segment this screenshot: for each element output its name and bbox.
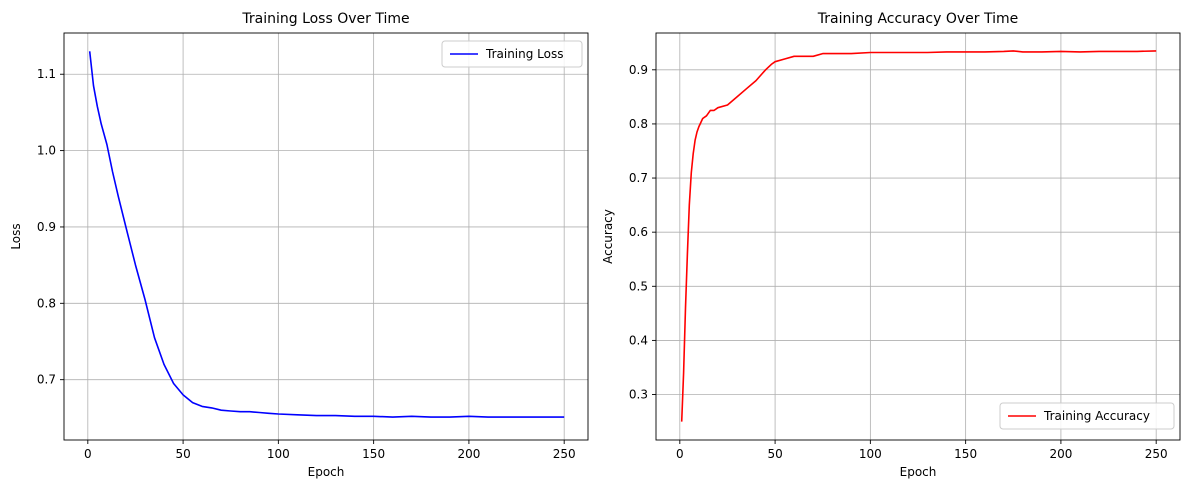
y-tick-label: 1.0 — [37, 144, 56, 158]
x-tick-label: 200 — [1049, 447, 1072, 461]
plot-frame — [655, 32, 1181, 441]
y-axis-label: Loss — [9, 223, 23, 249]
x-tick-label: 250 — [553, 447, 576, 461]
y-tick-label: 0.6 — [629, 225, 648, 239]
chart-title: Training Loss Over Time — [241, 11, 409, 27]
y-tick-label: 0.3 — [629, 388, 648, 402]
x-tick-label: 0 — [84, 447, 92, 461]
legend-label: Training Accuracy — [1043, 409, 1150, 423]
loss-chart: 0 50 100 150 200 250 0.7 0.8 0.9 1.0 1.1 Training L… — [9, 11, 589, 479]
chart-title: Training Accuracy Over Time — [817, 11, 1018, 27]
legend: Training Loss — [441, 40, 583, 68]
y-tick-label: 0.9 — [37, 220, 56, 234]
x-tick-label: 150 — [954, 447, 977, 461]
x-tick-label: 200 — [457, 447, 480, 461]
x-tick-label: 100 — [267, 447, 290, 461]
legend-box — [441, 40, 583, 68]
legend-label: Training Loss — [485, 47, 563, 61]
legend: Training Accuracy — [999, 402, 1175, 430]
series-line-training-loss — [88, 51, 565, 418]
x-tick-label: 50 — [767, 447, 782, 461]
x-axis-label: Epoch — [308, 465, 345, 479]
x-tick-label: 0 — [676, 447, 684, 461]
legend-box — [999, 402, 1175, 430]
y-tick-label: 0.9 — [629, 63, 648, 77]
y-tick-label: 0.5 — [629, 279, 648, 293]
x-tick-label: 100 — [859, 447, 882, 461]
series-line-training-accuracy — [680, 50, 1157, 422]
y-tick-label: 0.4 — [629, 333, 648, 347]
x-tick-label: 250 — [1145, 447, 1168, 461]
y-tick-label: 1.1 — [37, 67, 56, 81]
y-tick-label: 0.8 — [37, 296, 56, 310]
y-tick-label: 0.7 — [629, 171, 648, 185]
plot-frame — [63, 32, 589, 441]
y-axis-label: Accuracy — [601, 209, 615, 264]
x-axis-label: Epoch — [900, 465, 937, 479]
accuracy-chart: 0 50 100 150 200 250 0.3 0.4 0.5 0.6 0.7 0.8 0.9 Trai… — [601, 11, 1181, 479]
y-tick-label: 0.7 — [37, 373, 56, 387]
x-tick-label: 150 — [362, 447, 385, 461]
x-tick-label: 50 — [175, 447, 190, 461]
y-tick-label: 0.8 — [629, 117, 648, 131]
